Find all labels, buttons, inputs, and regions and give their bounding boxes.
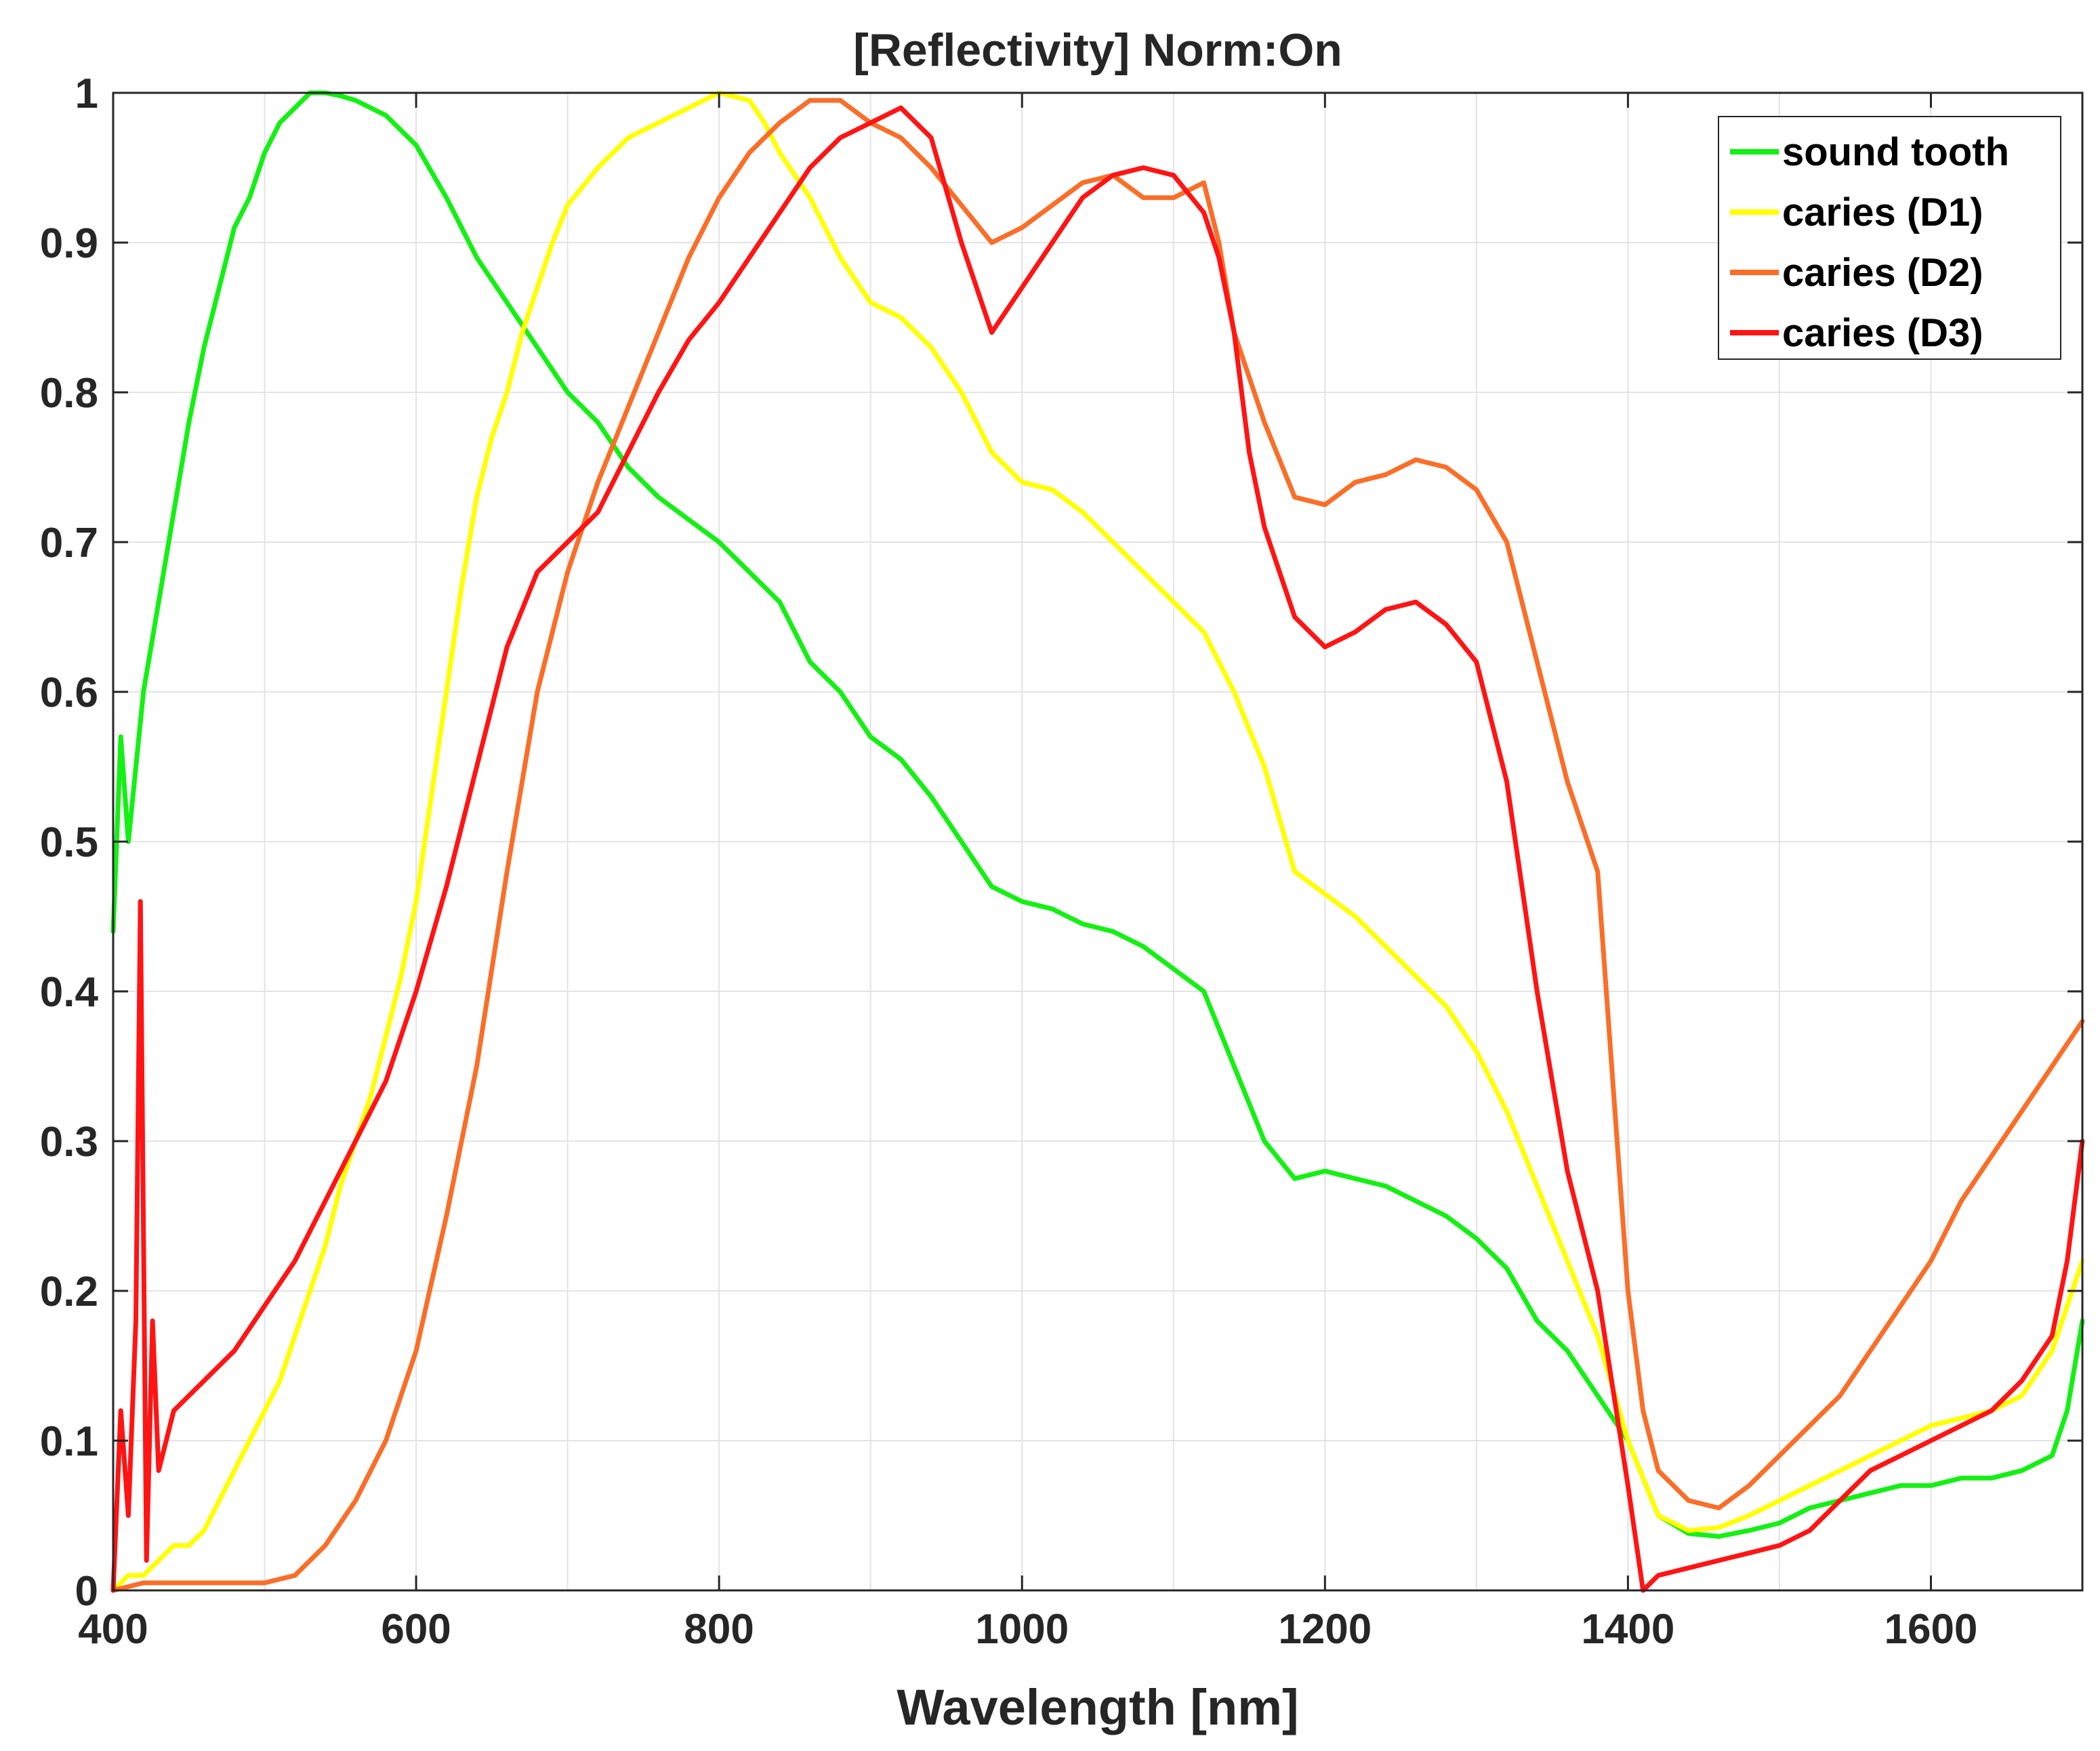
y-tick-label: 0.5 xyxy=(40,819,98,866)
legend-label-caries-d3: caries (D3) xyxy=(1782,311,1983,355)
x-tick-label: 1600 xyxy=(1884,1606,1977,1653)
x-tick-label: 800 xyxy=(684,1606,754,1653)
y-tick-label: 0.4 xyxy=(40,969,99,1016)
ticks: 400 600 800 1000 1200 1400 1600 0 0.1 0.2 0.3 0.4 0.… xyxy=(40,70,2082,1653)
series-line-caries-d1 xyxy=(110,90,2085,1593)
y-tick-label: 0.7 xyxy=(40,520,98,566)
y-tick-label: 1 xyxy=(75,70,98,117)
x-axis-label: Wavelength [nm] xyxy=(897,1679,1298,1735)
legend-label-sound-tooth: sound tooth xyxy=(1782,130,2009,174)
legend-box xyxy=(1718,116,2061,360)
series-line-caries-d2 xyxy=(110,98,2085,1593)
legend: sound tooth caries (D1) caries (D2) cari… xyxy=(1718,116,2061,360)
y-tick-label: 0.8 xyxy=(40,370,98,417)
y-tick-label: 0.3 xyxy=(40,1119,98,1166)
x-tick-label: 1000 xyxy=(975,1606,1069,1653)
y-tick-label: 0.6 xyxy=(40,670,98,716)
y-tick-label: 0.1 xyxy=(40,1418,98,1465)
chart-title: [Reflectivity] Norm:On xyxy=(853,24,1342,76)
x-tick-label: 600 xyxy=(381,1606,451,1653)
y-tick-label: 0.2 xyxy=(40,1269,98,1315)
series-line-sound-tooth xyxy=(110,90,2085,1539)
y-tick-label: 0 xyxy=(75,1568,98,1615)
x-tick-label: 400 xyxy=(78,1606,148,1653)
series-layer xyxy=(110,90,2085,1593)
x-tick-label: 1400 xyxy=(1581,1606,1674,1653)
legend-label-caries-d2: caries (D2) xyxy=(1782,251,1983,295)
y-tick-label: 0.9 xyxy=(40,220,98,267)
legend-label-caries-d1: caries (D1) xyxy=(1782,190,1983,234)
series-line-caries-d3 xyxy=(110,105,2085,1593)
x-tick-label: 1200 xyxy=(1278,1606,1372,1653)
